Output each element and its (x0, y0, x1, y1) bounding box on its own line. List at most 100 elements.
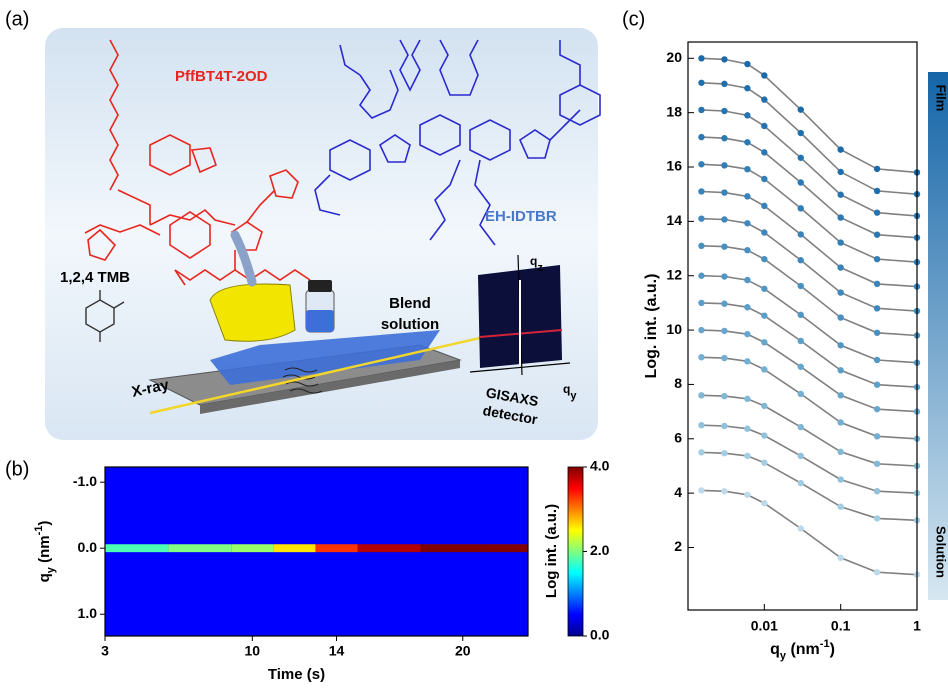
data-point (744, 193, 750, 199)
data-point (721, 81, 727, 87)
fit-line (701, 276, 917, 363)
data-point (721, 328, 727, 334)
heatmap-cell (484, 544, 528, 552)
fit-line (701, 452, 917, 520)
data-point (721, 56, 727, 62)
data-point (837, 264, 843, 270)
solvent-name: 1,2,4 TMB (60, 269, 130, 286)
data-point (761, 286, 767, 292)
data-point (761, 229, 767, 235)
x-tick-label: 10 (245, 643, 261, 659)
data-point (721, 189, 727, 195)
data-point (744, 61, 750, 67)
data-point (744, 358, 750, 364)
label-part: q (36, 573, 53, 582)
panel-label: (b) (5, 458, 29, 480)
data-point (761, 366, 767, 372)
plot-frame (688, 42, 917, 610)
fit-line (701, 58, 917, 172)
fit-line (701, 490, 917, 574)
data-point (744, 331, 750, 337)
x-tick-label: 0.01 (751, 618, 778, 634)
data-point (798, 312, 804, 318)
data-point (874, 461, 880, 467)
x-tick-label: 14 (329, 643, 345, 659)
data-point (744, 453, 750, 459)
fit-line (701, 303, 917, 387)
data-point (874, 330, 880, 336)
page: (a)PffBT4T-2ODEH-IDTBR1,2,4 TMBBlendsolu… (0, 0, 948, 684)
data-point (744, 396, 750, 402)
fit-line (701, 425, 917, 493)
data-point (798, 257, 804, 263)
colorbar-tick-label: 2.0 (590, 542, 610, 558)
x-axis-label: qy (nm-1) (770, 638, 835, 662)
heatmap-cell (358, 544, 421, 552)
heatmap-cell (168, 544, 231, 552)
data-point (698, 80, 704, 86)
data-point (874, 166, 880, 172)
y-tick-label: 4 (674, 484, 682, 500)
data-point (874, 281, 880, 287)
data-point (721, 355, 727, 361)
colorbar (568, 467, 583, 636)
label-part: q (530, 254, 537, 268)
blend-label: solution (381, 316, 439, 333)
data-point (837, 392, 843, 398)
label-part: -1 (820, 638, 830, 650)
data-point (798, 106, 804, 112)
data-point (721, 216, 727, 222)
y-tick-label: 20 (666, 49, 682, 65)
data-point (761, 123, 767, 129)
y-tick-label: 1.0 (78, 605, 98, 621)
data-point (874, 382, 880, 388)
heatmap-cell (273, 544, 315, 552)
data-point (698, 392, 704, 398)
data-point (761, 339, 767, 345)
colorbar-bottom-label: Solution (934, 526, 948, 578)
data-point (761, 403, 767, 409)
data-point (698, 327, 704, 333)
fit-line (701, 219, 917, 311)
y-tick-label: 12 (666, 266, 682, 282)
heatmap-cell (231, 544, 273, 552)
data-point (761, 432, 767, 438)
data-point (744, 492, 750, 498)
data-point (698, 422, 704, 428)
data-point (874, 515, 880, 521)
data-point (798, 364, 804, 370)
fit-line (701, 83, 917, 194)
data-point (698, 487, 704, 493)
data-point (837, 504, 843, 510)
data-point (744, 304, 750, 310)
data-point (798, 525, 804, 531)
heatmap-cell (421, 544, 484, 552)
data-point (744, 139, 750, 145)
fit-line (701, 137, 917, 238)
data-point (698, 215, 704, 221)
label-part: q (770, 641, 780, 658)
data-point (698, 449, 704, 455)
label-part: q (563, 382, 570, 396)
y-tick-label: 10 (666, 321, 682, 337)
label-part: y (570, 390, 577, 402)
data-point (761, 72, 767, 78)
data-point (721, 393, 727, 399)
y-tick-label: 2 (674, 538, 682, 554)
data-point (744, 166, 750, 172)
data-point (874, 488, 880, 494)
data-point (698, 188, 704, 194)
label-part: z (537, 262, 543, 274)
label-part: ) (36, 521, 53, 526)
y-axis-label: Log. int. (a.u.) (643, 274, 660, 379)
label-part: (nm (786, 641, 820, 658)
data-point (837, 289, 843, 295)
y-tick-label: 16 (666, 158, 682, 174)
data-point (744, 85, 750, 91)
data-point (761, 149, 767, 155)
data-point (721, 162, 727, 168)
data-point (874, 406, 880, 412)
data-point (698, 243, 704, 249)
data-point (744, 112, 750, 118)
data-point (798, 231, 804, 237)
